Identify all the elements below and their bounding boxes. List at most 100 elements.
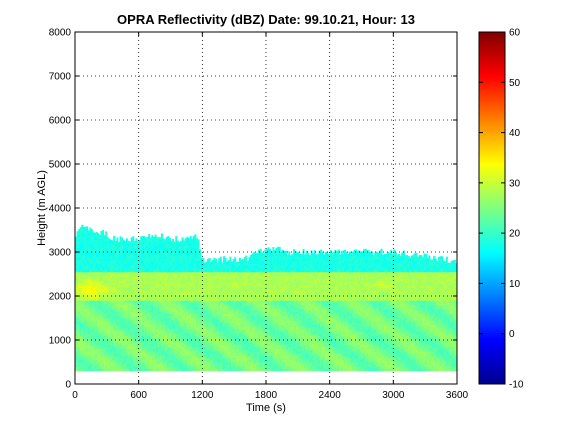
echo-cell xyxy=(133,263,136,266)
echo-cell xyxy=(157,245,160,248)
echo-cell xyxy=(175,318,178,321)
echo-cell xyxy=(175,247,178,251)
echo-cell xyxy=(95,282,98,286)
echo-cell xyxy=(84,337,87,341)
echo-cell xyxy=(141,324,144,328)
echo-cell xyxy=(87,326,90,330)
echo-cell xyxy=(98,276,101,279)
echo-cell xyxy=(79,293,82,297)
echo-cell xyxy=(108,278,111,281)
echo-cell xyxy=(167,307,170,310)
echo-cell xyxy=(202,280,205,284)
echo-cell xyxy=(113,326,116,330)
echo-cell xyxy=(180,333,183,336)
echo-cell xyxy=(191,315,194,319)
echo-cell xyxy=(122,362,125,365)
echo-cell xyxy=(114,355,117,358)
echo-cell xyxy=(84,324,87,328)
echo-cell xyxy=(141,271,144,275)
echo-cell xyxy=(175,245,178,248)
echo-cell xyxy=(95,278,98,281)
echo-cell xyxy=(110,287,113,290)
echo-cell xyxy=(165,267,168,270)
echo-cell xyxy=(159,271,162,275)
echo-cell xyxy=(168,265,171,268)
echo-cell xyxy=(102,229,105,231)
echo-cell xyxy=(90,232,93,235)
echo-cell xyxy=(106,280,109,284)
echo-cell xyxy=(200,315,203,319)
echo-cell xyxy=(149,355,152,358)
echo-cell xyxy=(148,265,151,268)
echo-cell xyxy=(78,315,81,319)
echo-cell xyxy=(90,243,93,246)
echo-cell xyxy=(191,238,194,242)
echo-cell xyxy=(172,362,175,365)
echo-cell xyxy=(188,282,190,286)
echo-cell xyxy=(110,359,113,363)
echo-cell xyxy=(95,269,98,273)
echo-cell xyxy=(184,260,187,264)
echo-cell xyxy=(108,300,111,303)
echo-cell xyxy=(111,258,114,262)
echo-cell xyxy=(78,324,81,328)
echo-cell xyxy=(98,342,101,345)
echo-cell xyxy=(186,362,189,365)
echo-cell xyxy=(186,252,189,255)
echo-cell xyxy=(148,366,151,369)
echo-cell xyxy=(138,271,141,275)
echo-cell xyxy=(75,289,77,292)
echo-cell xyxy=(186,298,189,301)
echo-cell xyxy=(197,315,200,319)
echo-cell xyxy=(124,260,127,264)
echo-cell xyxy=(124,346,127,350)
echo-cell xyxy=(172,324,175,328)
echo-cell xyxy=(173,276,176,279)
echo-cell xyxy=(92,335,95,339)
echo-cell xyxy=(119,302,122,306)
echo-cell xyxy=(103,287,106,290)
echo-cell xyxy=(102,313,105,317)
echo-cell xyxy=(170,344,173,347)
echo-cell xyxy=(121,357,124,361)
echo-cell xyxy=(183,302,186,306)
echo-cell xyxy=(121,359,124,363)
echo-cell xyxy=(116,245,119,248)
echo-cell xyxy=(162,287,165,290)
echo-cell xyxy=(127,351,130,354)
echo-cell xyxy=(189,364,192,367)
echo-cell xyxy=(192,254,195,257)
echo-cell xyxy=(164,285,167,288)
echo-cell xyxy=(121,285,124,288)
echo-cell xyxy=(81,291,84,295)
echo-cell xyxy=(87,285,90,288)
echo-cell xyxy=(102,256,105,259)
echo-cell xyxy=(138,260,141,264)
echo-cell xyxy=(111,324,114,328)
echo-cell xyxy=(116,337,119,341)
echo-cell xyxy=(184,276,187,279)
echo-cell xyxy=(199,285,202,288)
echo-cell xyxy=(183,243,186,246)
echo-cell xyxy=(189,322,192,325)
echo-cell xyxy=(106,357,109,361)
echo-cell xyxy=(92,324,95,328)
echo-cell xyxy=(176,315,179,319)
echo-cell xyxy=(125,302,128,306)
echo-cell xyxy=(152,293,155,297)
echo-cell xyxy=(175,271,178,275)
echo-cell xyxy=(152,340,155,343)
echo-cell xyxy=(102,344,105,347)
echo-cell xyxy=(137,302,140,306)
echo-cell xyxy=(87,269,90,273)
echo-cell xyxy=(162,298,165,301)
echo-cell xyxy=(162,362,165,365)
echo-cell xyxy=(176,366,179,369)
echo-cell xyxy=(81,307,84,310)
echo-cell xyxy=(76,320,79,323)
echo-cell xyxy=(162,260,165,264)
echo-cell xyxy=(113,258,116,262)
echo-cell xyxy=(173,353,176,356)
echo-cell xyxy=(121,269,124,273)
echo-cell xyxy=(75,265,77,268)
